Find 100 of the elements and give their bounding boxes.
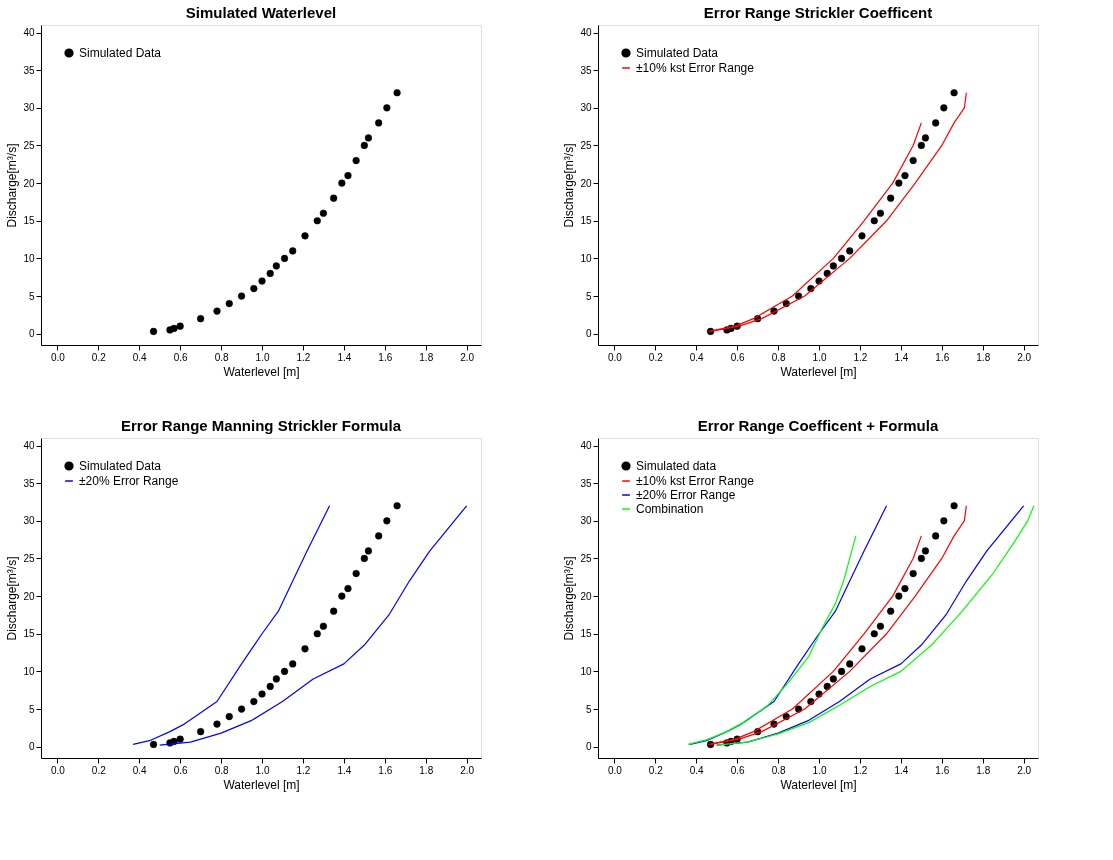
x-tick-label: 1.6 bbox=[935, 351, 950, 363]
y-tick-label: 10 bbox=[580, 252, 592, 264]
y-tick-label: 0 bbox=[585, 741, 592, 753]
x-tick-label: 1.4 bbox=[337, 764, 352, 776]
legend-label: Simulated Data bbox=[79, 459, 162, 473]
legend-label: Simulated Data bbox=[79, 46, 162, 60]
x-tick-label: 1.2 bbox=[296, 351, 311, 363]
x-tick-label: 0.6 bbox=[730, 351, 746, 363]
x-axis-title: Waterlevel [m] bbox=[780, 364, 857, 379]
x-tick-label: 1.6 bbox=[935, 764, 950, 776]
chart-title: Simulated Waterlevel bbox=[185, 4, 337, 21]
y-tick-label: 20 bbox=[23, 177, 35, 189]
x-tick-label: 0.0 bbox=[50, 764, 66, 776]
y-tick-label: 5 bbox=[28, 703, 35, 715]
y-tick-label: 0 bbox=[28, 741, 35, 753]
legend-label: ±20% Error Range bbox=[79, 474, 179, 488]
x-tick-label: 0.0 bbox=[607, 351, 623, 363]
x-tick-label: 1.2 bbox=[853, 351, 868, 363]
y-tick-label: 30 bbox=[23, 515, 35, 527]
y-tick-label: 40 bbox=[23, 440, 35, 452]
y-tick-label: 25 bbox=[580, 552, 592, 564]
x-axis-title: Waterlevel [m] bbox=[780, 777, 857, 792]
y-tick-label: 25 bbox=[580, 139, 592, 151]
y-tick-label: 5 bbox=[585, 290, 592, 302]
x-tick-label: 0.6 bbox=[730, 764, 746, 776]
y-tick-label: 20 bbox=[23, 590, 35, 602]
x-tick-label: 1.6 bbox=[378, 764, 393, 776]
y-tick-label: 40 bbox=[23, 27, 35, 39]
x-tick-label: 1.4 bbox=[337, 351, 352, 363]
x-tick-label: 0.8 bbox=[771, 351, 786, 363]
y-tick-label: 15 bbox=[23, 628, 35, 640]
x-tick-label: 2.0 bbox=[460, 764, 475, 776]
x-tick-label: 0.4 bbox=[689, 764, 705, 776]
y-axis-title: Discharge[m³/s] bbox=[5, 143, 20, 228]
legend-label: Simulated data bbox=[636, 459, 717, 473]
x-tick-label: 0.0 bbox=[607, 764, 623, 776]
y-tick-label: 35 bbox=[580, 477, 592, 489]
x-tick-label: 0.2 bbox=[91, 351, 107, 363]
y-tick-label: 10 bbox=[23, 252, 35, 264]
y-tick-label: 5 bbox=[585, 703, 592, 715]
chart-title: Error Range Manning Strickler Formula bbox=[120, 417, 402, 434]
y-tick-label: 15 bbox=[23, 215, 35, 227]
y-tick-label: 10 bbox=[23, 665, 35, 677]
x-tick-label: 1.8 bbox=[419, 351, 434, 363]
y-tick-label: 35 bbox=[580, 64, 592, 76]
x-tick-label: 0.0 bbox=[50, 351, 66, 363]
x-tick-label: 0.8 bbox=[214, 764, 229, 776]
x-tick-label: 0.2 bbox=[648, 351, 664, 363]
legend-label: ±20% Error Range bbox=[636, 488, 736, 502]
x-tick-label: 0.4 bbox=[689, 351, 705, 363]
chart-title: Error Range Coefficent + Formula bbox=[697, 417, 939, 434]
x-tick-label: 0.6 bbox=[173, 764, 189, 776]
chart-title: Error Range Strickler Coefficent bbox=[703, 4, 933, 21]
x-tick-label: 1.8 bbox=[976, 764, 991, 776]
y-axis-title: Discharge[m³/s] bbox=[562, 143, 577, 228]
x-tick-label: 0.2 bbox=[648, 764, 664, 776]
y-tick-label: 40 bbox=[580, 27, 592, 39]
x-tick-label: 1.4 bbox=[894, 351, 909, 363]
x-tick-label: 0.6 bbox=[173, 351, 189, 363]
y-tick-label: 30 bbox=[23, 102, 35, 114]
y-tick-label: 35 bbox=[23, 477, 35, 489]
y-axis-title: Discharge[m³/s] bbox=[562, 556, 577, 641]
x-tick-label: 1.2 bbox=[853, 764, 868, 776]
y-tick-label: 25 bbox=[23, 139, 35, 151]
legend-label: ±10% kst Error Range bbox=[636, 61, 755, 75]
x-tick-label: 1.6 bbox=[378, 351, 393, 363]
x-tick-label: 1.2 bbox=[296, 764, 311, 776]
y-tick-label: 0 bbox=[28, 328, 35, 340]
x-tick-label: 1.0 bbox=[812, 764, 827, 776]
x-tick-label: 1.8 bbox=[976, 351, 991, 363]
x-tick-label: 1.0 bbox=[812, 351, 827, 363]
x-axis-title: Waterlevel [m] bbox=[223, 777, 300, 792]
x-tick-label: 1.0 bbox=[255, 351, 270, 363]
legend-label: ±10% kst Error Range bbox=[636, 474, 755, 488]
x-tick-label: 1.8 bbox=[419, 764, 434, 776]
x-tick-label: 0.2 bbox=[91, 764, 107, 776]
x-tick-label: 0.8 bbox=[771, 764, 786, 776]
x-tick-label: 0.4 bbox=[132, 764, 148, 776]
x-tick-label: 1.4 bbox=[894, 764, 909, 776]
x-tick-label: 2.0 bbox=[460, 351, 475, 363]
y-tick-label: 30 bbox=[580, 515, 592, 527]
y-tick-label: 10 bbox=[580, 665, 592, 677]
x-tick-label: 0.8 bbox=[214, 351, 229, 363]
y-tick-label: 15 bbox=[580, 215, 592, 227]
x-tick-label: 2.0 bbox=[1017, 764, 1032, 776]
x-tick-label: 1.0 bbox=[255, 764, 270, 776]
legend-label: Combination bbox=[636, 502, 704, 516]
y-tick-label: 30 bbox=[580, 102, 592, 114]
y-axis-title: Discharge[m³/s] bbox=[5, 556, 20, 641]
x-axis-title: Waterlevel [m] bbox=[223, 364, 300, 379]
y-tick-label: 5 bbox=[28, 290, 35, 302]
y-tick-label: 20 bbox=[580, 177, 592, 189]
y-tick-label: 35 bbox=[23, 64, 35, 76]
y-tick-label: 0 bbox=[585, 328, 592, 340]
y-tick-label: 25 bbox=[23, 552, 35, 564]
y-tick-label: 40 bbox=[580, 440, 592, 452]
y-tick-label: 15 bbox=[580, 628, 592, 640]
x-tick-label: 2.0 bbox=[1017, 351, 1032, 363]
legend-label: Simulated Data bbox=[636, 46, 719, 60]
x-tick-label: 0.4 bbox=[132, 351, 148, 363]
